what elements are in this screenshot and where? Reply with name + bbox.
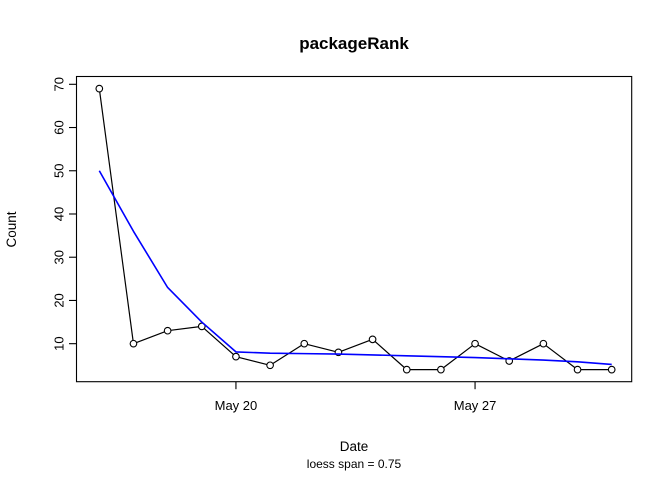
data-point xyxy=(232,352,240,361)
y-tick-label: 20 xyxy=(52,293,67,307)
x-axis-sublabel: loess span = 0.75 xyxy=(307,457,402,471)
data-point xyxy=(471,339,479,348)
y-tick-label: 60 xyxy=(52,120,67,134)
x-axis-label: Date xyxy=(340,439,369,454)
data-point xyxy=(163,326,172,335)
chart-title: packageRank xyxy=(299,34,409,53)
data-point xyxy=(300,339,309,348)
data-point xyxy=(129,339,138,348)
data-point xyxy=(95,84,104,93)
data-point xyxy=(437,365,445,374)
data-point xyxy=(539,339,548,348)
y-tick-label: 40 xyxy=(52,207,67,221)
data-point xyxy=(607,365,616,374)
x-tick-label: May 20 xyxy=(215,398,258,413)
y-tick-label: 50 xyxy=(52,164,67,178)
y-tick-label: 70 xyxy=(52,77,67,91)
plot-area: 10 20 30 40 50 60 70 May 20 May 27 xyxy=(52,75,633,413)
count-series-line xyxy=(98,88,612,371)
data-point xyxy=(368,335,377,344)
data-point xyxy=(266,361,274,370)
loess-line xyxy=(98,170,612,366)
y-tick-label: 30 xyxy=(52,250,67,264)
y-tick-label: 10 xyxy=(52,336,67,350)
plot-box xyxy=(75,75,633,383)
data-point xyxy=(573,365,582,374)
x-tick-label: May 27 xyxy=(454,398,497,413)
data-point xyxy=(402,365,411,374)
y-axis-label: Count xyxy=(4,211,19,247)
